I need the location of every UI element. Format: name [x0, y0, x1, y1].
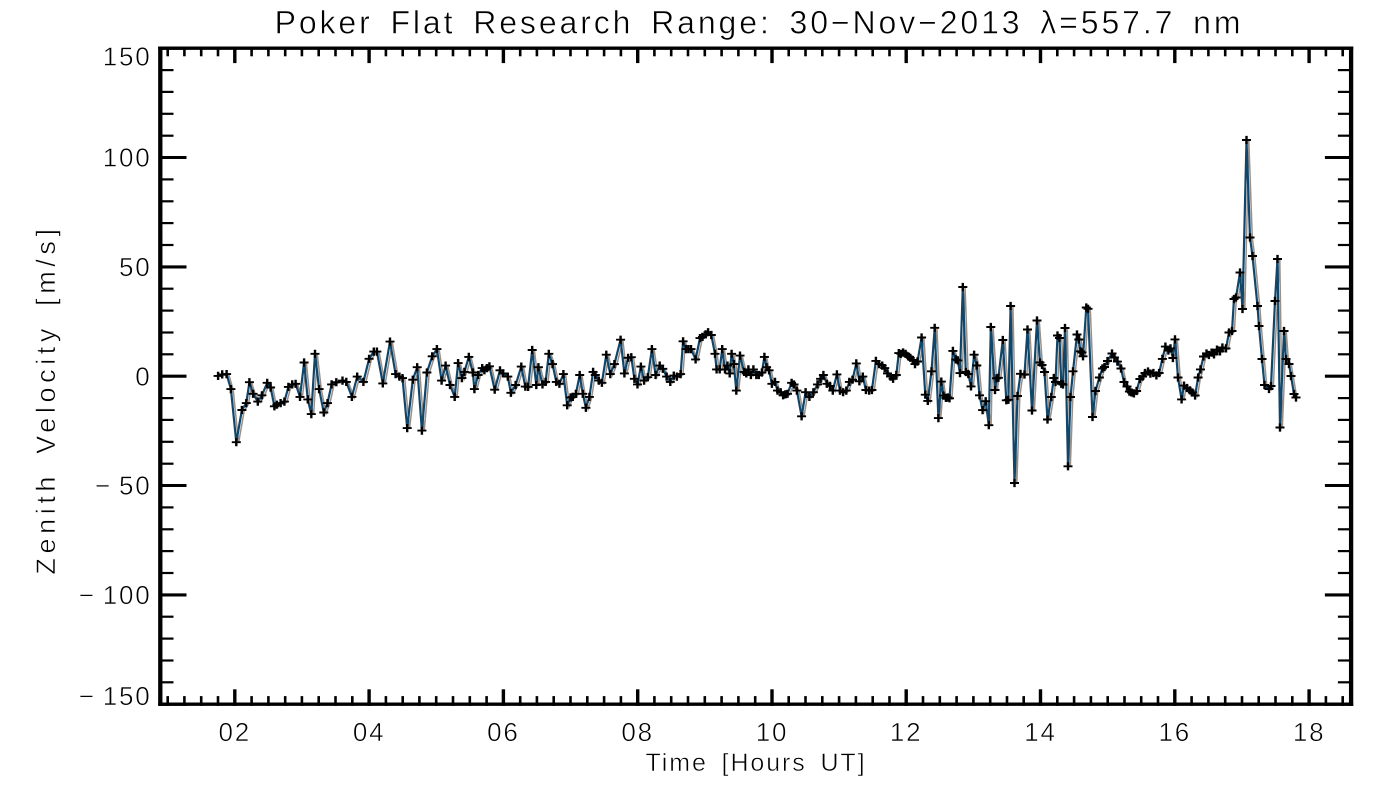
- svg-text:10: 10: [756, 717, 789, 747]
- svg-text:Poker Flat Research Range: 30−: Poker Flat Research Range: 30−Nov−2013 λ…: [275, 5, 1244, 41]
- svg-text:−100: −100: [79, 580, 152, 610]
- svg-text:−50: −50: [95, 471, 152, 501]
- svg-text:0: 0: [135, 361, 151, 391]
- svg-text:18: 18: [1293, 717, 1326, 747]
- svg-text:150: 150: [103, 42, 152, 72]
- svg-text:Time [Hours UT]: Time [Hours UT]: [646, 749, 867, 777]
- svg-text:02: 02: [219, 717, 252, 747]
- svg-text:100: 100: [103, 143, 152, 173]
- svg-text:08: 08: [621, 717, 654, 747]
- svg-text:Zenith Velocity [m/s]: Zenith Velocity [m/s]: [31, 224, 61, 574]
- svg-text:−150: −150: [79, 681, 152, 711]
- svg-text:04: 04: [353, 717, 386, 747]
- svg-text:14: 14: [1024, 717, 1057, 747]
- svg-text:50: 50: [119, 252, 152, 282]
- svg-text:16: 16: [1159, 717, 1192, 747]
- svg-text:06: 06: [487, 717, 520, 747]
- svg-text:12: 12: [890, 717, 923, 747]
